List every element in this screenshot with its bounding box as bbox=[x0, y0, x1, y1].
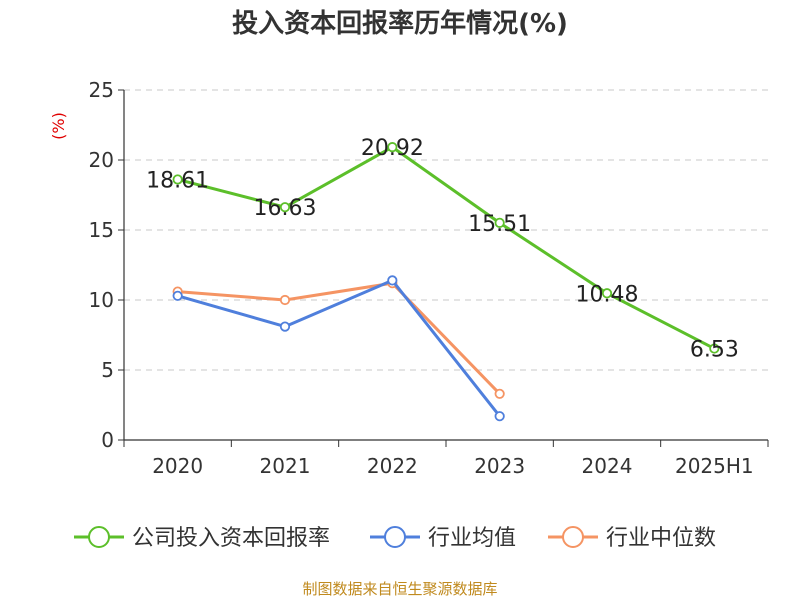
series-point bbox=[494, 388, 505, 399]
series-point bbox=[494, 411, 505, 422]
data-label: 6.53 bbox=[690, 338, 739, 363]
source-note: 制图数据来自恒生聚源数据库 bbox=[302, 580, 497, 598]
data-label: 16.63 bbox=[254, 196, 317, 221]
series-point bbox=[279, 202, 291, 213]
legend-item[interactable]: 行业均值 bbox=[370, 526, 516, 551]
series-point bbox=[387, 275, 398, 286]
series-line bbox=[177, 278, 501, 418]
series-point bbox=[279, 321, 291, 332]
legend-label: 公司投入资本回报率 bbox=[132, 526, 330, 551]
y-axis-unit: (%) bbox=[49, 112, 68, 140]
chart-title: 投入资本回报率历年情况(%) bbox=[232, 8, 568, 39]
legend[interactable]: 公司投入资本回报率 行业均值 行业中位数 bbox=[74, 526, 716, 551]
series-line bbox=[177, 145, 716, 350]
series-group bbox=[172, 142, 720, 422]
series-point bbox=[279, 294, 291, 306]
series-line bbox=[177, 281, 501, 395]
grid-lines bbox=[124, 89, 768, 371]
y-tick-label: 10 bbox=[89, 288, 114, 312]
legend-marker bbox=[384, 526, 406, 548]
series-point bbox=[494, 217, 505, 228]
data-labels: 18.61 16.63 20.92 15.51 10.48 6.53 bbox=[146, 136, 739, 362]
legend-item[interactable]: 公司投入资本回报率 bbox=[74, 526, 330, 551]
series-point bbox=[387, 142, 398, 153]
axes: 0 5 10 15 20 25 2020 2021 2022 2023 2024 2025H1 bbox=[89, 78, 769, 478]
legend-item[interactable]: 行业中位数 bbox=[548, 526, 716, 551]
series-point bbox=[709, 343, 720, 354]
y-tick-label: 5 bbox=[101, 358, 114, 382]
x-tick-label: 2022 bbox=[367, 454, 418, 478]
series-point bbox=[601, 288, 613, 299]
series-point bbox=[172, 174, 183, 185]
y-tick-label: 0 bbox=[101, 428, 114, 452]
y-tick-label: 20 bbox=[89, 148, 114, 172]
data-label: 20.92 bbox=[361, 136, 424, 161]
x-tick-label: 2020 bbox=[152, 454, 203, 478]
legend-marker bbox=[88, 526, 110, 548]
legend-label: 行业均值 bbox=[428, 526, 516, 551]
x-tick-label: 2023 bbox=[474, 454, 525, 478]
y-tick-label: 15 bbox=[89, 218, 114, 242]
x-tick-label: 2025H1 bbox=[675, 454, 754, 478]
series-point bbox=[172, 290, 183, 301]
data-label: 18.61 bbox=[146, 168, 209, 193]
legend-marker bbox=[562, 526, 584, 548]
x-tick-label: 2024 bbox=[582, 454, 633, 478]
data-label: 15.51 bbox=[468, 212, 531, 237]
x-tick-label: 2021 bbox=[260, 454, 311, 478]
y-tick-label: 25 bbox=[89, 78, 114, 102]
legend-label: 行业中位数 bbox=[606, 526, 716, 551]
data-label: 10.48 bbox=[576, 282, 639, 307]
